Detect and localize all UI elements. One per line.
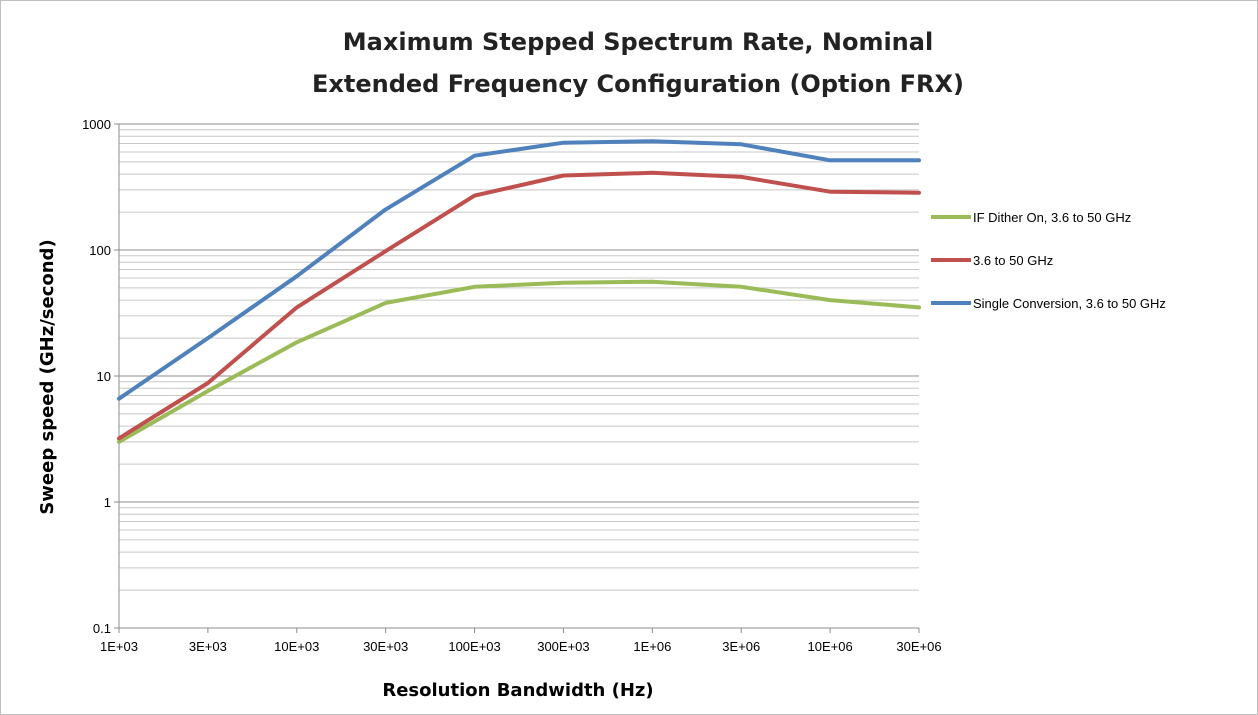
x-tick-label: 3E+03 bbox=[189, 639, 227, 654]
gridlines bbox=[119, 123, 919, 629]
series-lines bbox=[117, 139, 921, 444]
y-tick-label: 1 bbox=[104, 495, 111, 510]
y-tick-label: 0.1 bbox=[93, 621, 111, 636]
x-tick-label: 3E+06 bbox=[722, 639, 760, 654]
x-tick-label: 1E+06 bbox=[633, 639, 671, 654]
y-tick-labels: 0.1 1 10 100 1000 bbox=[82, 117, 111, 636]
x-tick-label: 30E+06 bbox=[896, 639, 941, 654]
y-tick-label: 10 bbox=[97, 369, 111, 384]
x-tick-label: 30E+03 bbox=[363, 639, 408, 654]
series-line bbox=[117, 279, 921, 444]
axes bbox=[114, 123, 920, 633]
y-tick-label: 100 bbox=[89, 243, 111, 258]
x-tick-label: 100E+03 bbox=[448, 639, 500, 654]
legend: IF Dither On, 3.6 to 50 GHz 3.6 to 50 GHz… bbox=[931, 210, 1166, 311]
chart-subtitle: Extended Frequency Configuration (Option… bbox=[312, 70, 964, 98]
x-tick-label: 10E+06 bbox=[808, 639, 853, 654]
x-axis-title: Resolution Bandwidth (Hz) bbox=[382, 680, 653, 701]
legend-label: IF Dither On, 3.6 to 50 GHz bbox=[973, 210, 1131, 225]
series-line bbox=[117, 139, 921, 401]
x-tick-label: 300E+03 bbox=[537, 639, 589, 654]
y-axis-title: Sweep speed (GHz/second) bbox=[37, 239, 58, 514]
y-tick-label: 1000 bbox=[82, 117, 111, 132]
x-tick-label: 10E+03 bbox=[274, 639, 319, 654]
series-line bbox=[117, 170, 921, 441]
x-tick-labels: 1E+03 3E+03 10E+03 30E+03 100E+03 300E+03 1E+0… bbox=[100, 639, 942, 654]
chart-title: Maximum Stepped Spectrum Rate, Nominal bbox=[343, 28, 933, 56]
x-tick-label: 1E+03 bbox=[100, 639, 138, 654]
legend-label: Single Conversion, 3.6 to 50 GHz bbox=[973, 296, 1166, 311]
legend-label: 3.6 to 50 GHz bbox=[973, 253, 1053, 268]
